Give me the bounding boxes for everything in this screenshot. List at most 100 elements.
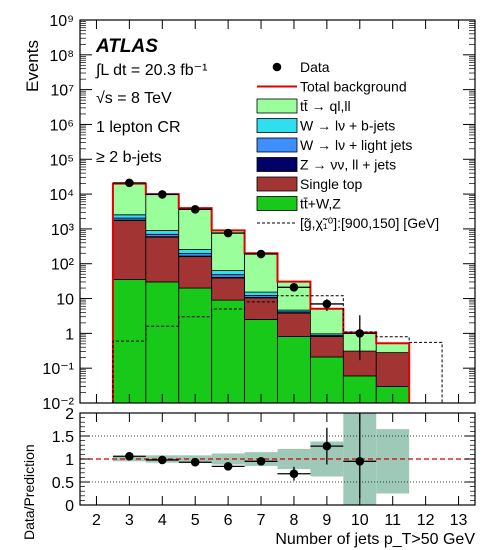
ratio-point bbox=[223, 462, 233, 471]
legend-label: Data bbox=[300, 59, 330, 75]
selection-label: ≥ 2 b-jets bbox=[96, 149, 162, 166]
legend-box bbox=[256, 118, 298, 133]
y-tick-label: 1 bbox=[65, 326, 74, 343]
stack-bar bbox=[178, 256, 213, 289]
legend-label: tt̄+W,Z bbox=[300, 196, 341, 212]
stack-bar bbox=[145, 230, 180, 235]
data-points bbox=[112, 178, 377, 361]
data-point bbox=[157, 190, 167, 199]
ratio-y-tick-label: 1.5 bbox=[52, 429, 74, 446]
legend-label: Z → νν, ll + jets bbox=[300, 157, 396, 173]
y-tick-label: 10⁹ bbox=[49, 13, 74, 30]
stack-bar bbox=[211, 299, 245, 404]
legend-label: tt̄ → ql,ll bbox=[300, 98, 351, 114]
stack-bar bbox=[244, 252, 278, 293]
y-tick-label: 10⁷ bbox=[50, 83, 74, 100]
stack-bar bbox=[277, 336, 311, 404]
ratio-point bbox=[190, 457, 200, 467]
legend-label: W → lν + b-jets bbox=[300, 118, 395, 134]
stack-1 bbox=[112, 220, 410, 387]
stack-bar bbox=[211, 274, 245, 278]
data-point bbox=[256, 249, 266, 259]
y-tick-label: 10⁶ bbox=[50, 117, 74, 134]
ratio-points bbox=[112, 413, 377, 499]
x-tick-label: 4 bbox=[158, 512, 167, 529]
signal-line bbox=[112, 295, 443, 403]
legend: Data Total background tt̄ → ql,ll W → lν + … bbox=[256, 59, 439, 231]
ratio-point bbox=[289, 469, 299, 479]
ratio-y-tick-label: 2 bbox=[65, 406, 74, 423]
main-panel: 10⁻² 10⁻¹ 1 10 10² 10³ 10⁴ 10⁵ 10⁶ 10⁷ 10⁸ 10⁹ Event… bbox=[23, 13, 476, 413]
legend-box bbox=[256, 98, 298, 114]
stack-bar bbox=[310, 336, 344, 358]
band-segment bbox=[277, 448, 311, 470]
stack-bar bbox=[145, 236, 180, 283]
x-axis-label: Number of jets p_T>50 GeV bbox=[275, 531, 475, 548]
y-tick-label: 10² bbox=[51, 257, 75, 274]
ratio-y-tick-label: 0 bbox=[65, 498, 74, 515]
legend-box bbox=[256, 176, 298, 192]
ratio-point bbox=[125, 451, 134, 461]
x-tick-label: 10 bbox=[351, 512, 369, 529]
stack-bar bbox=[178, 207, 213, 250]
y-tick-label: 10⁴ bbox=[49, 187, 74, 204]
stack-bar bbox=[244, 319, 278, 404]
x-tick-label: 2 bbox=[92, 512, 101, 529]
ratio-y-tick-label: 0.5 bbox=[52, 475, 74, 492]
ratio-point bbox=[157, 455, 167, 465]
ratio-point bbox=[322, 441, 332, 451]
ratio-point bbox=[355, 457, 365, 466]
x-tick-label: 8 bbox=[290, 512, 299, 529]
data-point bbox=[223, 228, 233, 238]
x-tick-label: 12 bbox=[417, 512, 435, 529]
legend-label: W → lν + light jets bbox=[300, 137, 412, 153]
stack-bar bbox=[277, 312, 311, 337]
y-tick-label: 10⁻² bbox=[42, 396, 74, 413]
stack-bar bbox=[178, 287, 213, 404]
legend-box bbox=[256, 196, 298, 211]
band-segment bbox=[376, 429, 410, 494]
stack-bar bbox=[112, 220, 147, 280]
atlas-label: ATLAS bbox=[95, 36, 158, 57]
stack-bar bbox=[211, 277, 245, 301]
x-tick-label: 5 bbox=[191, 512, 200, 529]
ratio-panel: 0 0.5 1 1.5 2 2 3 4 5 6 7 8 9 10 11 12 13 Data/Prediction… bbox=[21, 406, 476, 548]
stack-bar bbox=[178, 249, 213, 254]
ratio-ylabel: Data/Prediction bbox=[21, 444, 37, 540]
stack-bar bbox=[211, 270, 245, 276]
stack-bar bbox=[375, 342, 410, 354]
ratio-y-tick-label: 1 bbox=[65, 452, 74, 469]
legend-label: Single top bbox=[300, 176, 362, 192]
main-ylabel: Events bbox=[23, 40, 42, 92]
stack-bar bbox=[375, 352, 410, 387]
legend-box bbox=[256, 157, 298, 172]
x-tick-label: 11 bbox=[384, 512, 401, 529]
energy-label: √s = 8 TeV bbox=[96, 90, 172, 107]
luminosity-label: ∫L dt = 20.3 fb⁻¹ bbox=[95, 62, 207, 79]
x-tick-label: 13 bbox=[450, 512, 468, 529]
stack-bar bbox=[310, 308, 344, 335]
data-point bbox=[190, 205, 200, 214]
stack-bar bbox=[145, 281, 180, 404]
data-point bbox=[355, 329, 365, 338]
main-frame bbox=[79, 19, 476, 404]
stack-bar bbox=[244, 297, 278, 320]
stack-bar bbox=[112, 183, 147, 216]
legend-box bbox=[256, 137, 298, 153]
legend-label: [g̃,χ̃₁⁰]:[900,150] [GeV] bbox=[300, 215, 439, 231]
x-tick-label: 6 bbox=[224, 512, 233, 529]
y-tick-label: 10⁻¹ bbox=[42, 361, 74, 378]
ratio-point bbox=[256, 457, 266, 466]
stack-bar bbox=[145, 193, 180, 231]
y-tick-label: 10³ bbox=[51, 222, 75, 239]
data-point bbox=[322, 299, 332, 309]
region-label: 1 lepton CR bbox=[96, 119, 181, 136]
legend-label: Total background bbox=[300, 79, 407, 95]
stack-bar bbox=[112, 214, 147, 219]
x-tick-label: 9 bbox=[322, 512, 331, 529]
data-point bbox=[125, 178, 134, 188]
x-tick-label: 3 bbox=[125, 512, 134, 529]
stack-bar bbox=[244, 291, 278, 296]
y-tick-label: 10⁵ bbox=[50, 152, 74, 169]
